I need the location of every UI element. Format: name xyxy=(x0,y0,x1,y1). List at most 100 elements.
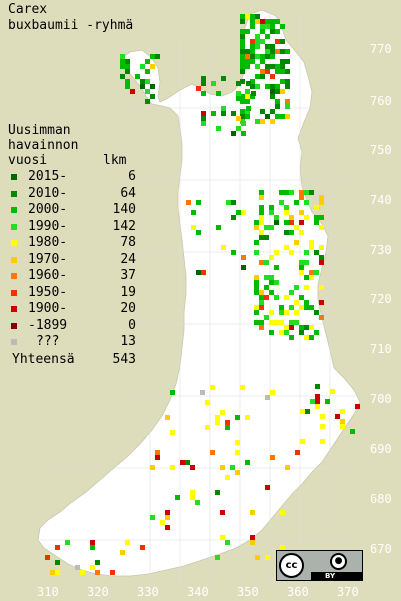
observation-square xyxy=(309,325,314,330)
observation-square xyxy=(254,250,259,255)
observation-square xyxy=(255,74,260,79)
legend-total-row: Yhteensä 543 xyxy=(8,351,136,368)
observation-square xyxy=(135,74,140,79)
legend-count: 37 xyxy=(120,268,136,283)
legend-row: 2000- 140 xyxy=(8,202,136,219)
observation-square xyxy=(289,250,294,255)
observation-square xyxy=(279,330,284,335)
observation-square xyxy=(319,215,324,220)
observation-square xyxy=(245,59,250,64)
observation-dots xyxy=(45,14,360,575)
observation-square xyxy=(254,225,259,230)
legend-count: 64 xyxy=(120,185,136,201)
observation-square xyxy=(304,190,309,195)
observation-square xyxy=(314,310,319,315)
observation-square xyxy=(140,545,145,550)
observation-square xyxy=(270,109,275,114)
observation-square xyxy=(259,190,264,195)
legend-label: 1900- xyxy=(28,301,68,316)
observation-square xyxy=(220,410,225,415)
observation-square xyxy=(285,69,290,74)
observation-square xyxy=(254,280,259,285)
cc-by-license-badge[interactable]: cc ● BY xyxy=(276,550,363,581)
observation-square xyxy=(265,54,270,59)
observation-square xyxy=(150,94,155,99)
observation-square xyxy=(90,545,95,550)
observation-square xyxy=(269,210,274,215)
observation-square xyxy=(251,91,256,96)
observation-square xyxy=(270,94,275,99)
observation-square xyxy=(279,305,284,310)
legend-swatch xyxy=(11,190,17,197)
observation-square xyxy=(150,465,155,470)
observation-square xyxy=(120,59,125,64)
observation-square xyxy=(246,106,251,111)
observation-square xyxy=(319,200,324,205)
observation-square xyxy=(201,270,206,275)
observation-square xyxy=(314,250,319,255)
y-tick-label: 720 xyxy=(370,292,392,306)
observation-square xyxy=(250,39,255,44)
observation-square xyxy=(299,195,304,200)
x-tick-label: 340 xyxy=(187,585,209,599)
observation-square xyxy=(265,49,270,54)
title-line-2: buxbaumii -ryhmä xyxy=(8,18,134,33)
observation-square xyxy=(264,235,269,240)
observation-square xyxy=(294,225,299,230)
observation-square xyxy=(259,320,264,325)
legend-row: 1970- 24 xyxy=(8,252,136,269)
observation-square xyxy=(314,330,319,335)
observation-square xyxy=(221,245,226,250)
x-tick-label: 310 xyxy=(37,585,59,599)
observation-square xyxy=(315,394,320,399)
observation-square xyxy=(225,475,230,480)
observation-square xyxy=(240,44,245,49)
observation-square xyxy=(55,570,60,575)
observation-square xyxy=(150,515,155,520)
observation-square xyxy=(299,330,304,335)
observation-square xyxy=(299,305,304,310)
legend-row: 2015- 6 xyxy=(8,169,136,186)
legend-row: 1980- 78 xyxy=(8,235,136,252)
observation-square xyxy=(231,250,236,255)
observation-square xyxy=(240,14,245,19)
observation-square xyxy=(50,570,55,575)
observation-square xyxy=(140,79,145,84)
observation-square xyxy=(201,81,206,86)
observation-square xyxy=(250,535,255,540)
observation-square xyxy=(55,560,60,565)
legend-count: 13 xyxy=(120,334,136,349)
observation-square xyxy=(236,81,241,86)
observation-square xyxy=(284,330,289,335)
observation-square xyxy=(260,54,265,59)
observation-square xyxy=(259,195,264,200)
legend-row: 2010- 64 xyxy=(8,186,136,203)
observation-square xyxy=(216,225,221,230)
observation-square xyxy=(170,430,175,435)
observation-square xyxy=(201,91,206,96)
legend-swatch xyxy=(11,207,17,213)
observation-square xyxy=(186,200,191,205)
observation-square xyxy=(264,225,269,230)
observation-square xyxy=(150,54,155,59)
observation-square xyxy=(250,79,255,84)
observation-square xyxy=(241,210,246,215)
observation-square xyxy=(196,270,201,275)
observation-square xyxy=(284,220,289,225)
observation-square xyxy=(231,111,236,116)
observation-square xyxy=(55,545,60,550)
observation-square xyxy=(145,79,150,84)
observation-square xyxy=(340,419,345,424)
observation-square xyxy=(275,49,280,54)
legend-label: 2000- xyxy=(28,202,68,217)
observation-square xyxy=(289,325,294,330)
observation-square xyxy=(260,74,265,79)
observation-square xyxy=(279,320,284,325)
observation-square xyxy=(289,190,294,195)
observation-square xyxy=(260,59,265,64)
observation-square xyxy=(319,255,324,260)
observation-square xyxy=(270,74,275,79)
observation-square xyxy=(314,215,319,220)
observation-square xyxy=(279,200,284,205)
y-tick-label: 750 xyxy=(370,143,392,157)
